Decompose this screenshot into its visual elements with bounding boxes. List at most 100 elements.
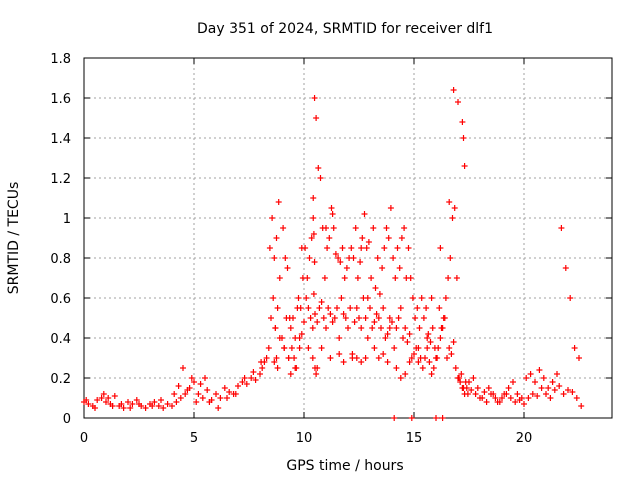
data-point — [313, 371, 320, 377]
data-point — [379, 265, 386, 271]
data-point — [334, 305, 340, 311]
data-point — [437, 245, 444, 251]
data-point — [404, 339, 411, 345]
data-point — [342, 315, 349, 321]
data-point — [232, 391, 239, 397]
data-point — [310, 231, 317, 237]
data-point — [391, 345, 398, 351]
plot-frame — [83, 57, 613, 419]
data-point — [408, 355, 415, 361]
data-point — [347, 305, 354, 311]
data-point — [336, 351, 343, 357]
data-point — [481, 389, 488, 395]
data-point — [202, 375, 208, 381]
data-point — [406, 359, 413, 365]
data-point — [339, 245, 346, 251]
data-point — [450, 87, 457, 93]
data-point — [427, 339, 434, 345]
data-point — [335, 255, 342, 261]
data-point — [133, 397, 140, 403]
data-point — [374, 255, 381, 261]
axis-ticks — [83, 57, 612, 419]
data-point — [440, 315, 447, 321]
data-point — [402, 371, 409, 377]
grid-lines — [84, 58, 612, 418]
data-point — [160, 405, 167, 411]
data-point — [151, 399, 158, 405]
data-point — [271, 255, 278, 261]
data-point — [306, 255, 313, 261]
data-point — [483, 399, 490, 405]
data-point — [393, 365, 400, 371]
data-point — [327, 355, 334, 361]
data-point — [416, 325, 423, 331]
y-tick-label: 0.6 — [50, 292, 71, 307]
data-point — [453, 275, 460, 281]
data-point — [385, 235, 392, 241]
data-point — [307, 315, 314, 321]
data-point — [398, 235, 405, 241]
data-point — [545, 385, 552, 391]
data-point — [287, 325, 294, 331]
data-point — [215, 405, 222, 411]
data-point — [284, 265, 291, 271]
data-point — [304, 275, 311, 281]
data-point — [348, 245, 355, 251]
data-point — [386, 325, 393, 331]
data-point — [381, 245, 388, 251]
data-point — [204, 387, 211, 393]
data-point — [316, 305, 323, 311]
data-point — [446, 199, 453, 205]
data-point — [105, 395, 112, 401]
data-point — [274, 305, 281, 311]
data-point — [383, 225, 390, 231]
data-point — [252, 377, 259, 383]
data-point — [226, 389, 233, 395]
data-point — [395, 315, 402, 321]
data-point — [125, 399, 131, 405]
data-point — [424, 335, 431, 341]
data-point — [298, 331, 305, 337]
data-point — [332, 251, 339, 257]
data-point — [310, 195, 317, 201]
data-point — [158, 397, 164, 403]
data-point — [370, 225, 377, 231]
data-point — [396, 265, 403, 271]
data-point — [351, 319, 358, 325]
data-point — [380, 305, 387, 311]
data-point — [149, 403, 156, 409]
data-point — [308, 235, 315, 241]
x-tick-label: 0 — [80, 431, 88, 446]
data-point — [270, 295, 277, 301]
data-point — [434, 355, 441, 361]
data-point — [551, 387, 558, 393]
data-point — [384, 331, 391, 337]
data-point — [127, 405, 134, 411]
y-tick-label: 1.6 — [50, 92, 71, 107]
data-point — [345, 325, 351, 331]
x-axis-label: GPS time / hours — [286, 458, 403, 474]
data-point — [328, 205, 335, 211]
data-point — [474, 385, 481, 391]
data-point — [445, 275, 452, 281]
data-point — [276, 275, 283, 281]
y-tick-label: 1 — [63, 212, 71, 227]
x-tick-label: 5 — [190, 431, 198, 446]
data-point — [340, 359, 347, 365]
data-point — [424, 345, 431, 351]
data-point — [286, 315, 293, 321]
data-point — [129, 401, 136, 407]
data-point — [375, 315, 382, 321]
data-point — [554, 371, 560, 377]
data-point — [309, 355, 316, 361]
y-tick-label: 0.4 — [50, 332, 71, 347]
data-point — [206, 399, 213, 405]
data-point — [507, 395, 514, 401]
data-point — [448, 351, 455, 357]
data-point — [311, 259, 318, 265]
data-point — [429, 325, 436, 331]
data-point — [390, 255, 397, 261]
y-tick-label: 1.2 — [50, 172, 71, 187]
data-point — [540, 375, 547, 381]
y-tick-label: 0.2 — [50, 372, 71, 387]
